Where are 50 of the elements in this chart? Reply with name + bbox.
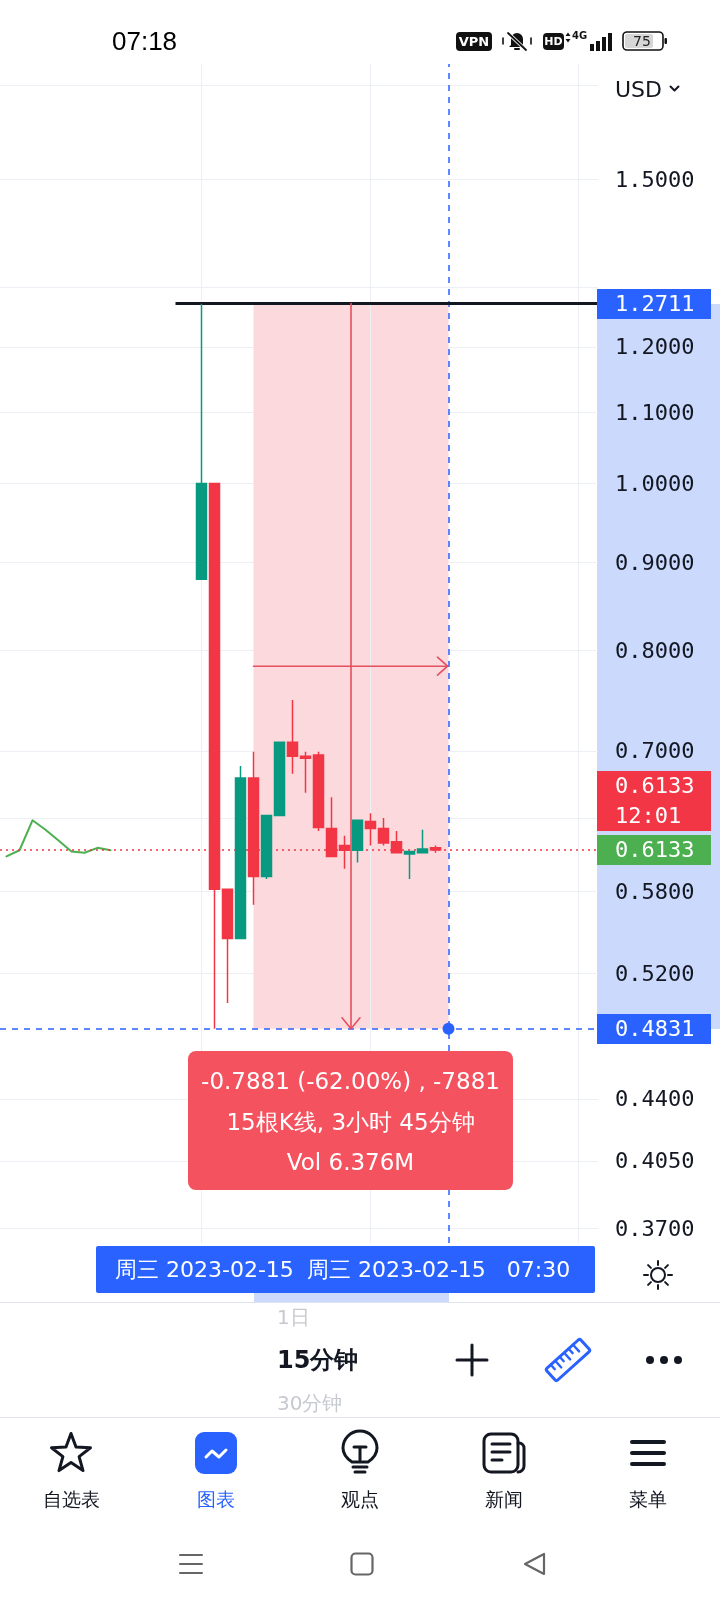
y-tick-label: 0.7000	[615, 738, 695, 764]
candlestick	[416, 829, 429, 854]
candlestick	[286, 699, 299, 775]
candlestick	[364, 812, 377, 847]
annotation: -0.7881 (-62.00%) , -7881	[201, 1067, 500, 1096]
text: 30分钟	[277, 1390, 343, 1416]
y-tick-label: 1.5000	[615, 167, 695, 193]
candlestick	[234, 765, 247, 940]
ref-line-label: 1.2711	[615, 290, 695, 317]
y-tick-label: 0.4400	[615, 1086, 695, 1112]
text: 观点	[340, 1486, 379, 1511]
text: 周三 2023-02-15	[115, 1255, 294, 1284]
text: 4G	[572, 30, 588, 42]
line-series	[5, 819, 112, 858]
candlestick	[299, 751, 312, 794]
text: 15分钟	[277, 1345, 359, 1375]
text: 75	[633, 33, 651, 49]
y-tick-label: 0.5200	[615, 961, 695, 987]
annotation: 15根K线, 3小时 45分钟	[226, 1108, 475, 1137]
candlestick	[377, 817, 390, 847]
text: 周三 2023-02-15 07:30	[307, 1255, 571, 1284]
text: 菜单	[629, 1486, 667, 1511]
candlestick	[260, 814, 273, 880]
y-tick-label: 0.8000	[615, 638, 695, 664]
y-tick-label: 0.5800	[615, 879, 695, 905]
candlestick	[312, 751, 325, 832]
text: 自选表	[42, 1486, 100, 1511]
text: 12:01	[615, 802, 682, 829]
text: 0.6133	[615, 836, 695, 863]
candlestick	[273, 741, 286, 817]
text: 1日	[277, 1304, 310, 1330]
candlestick	[403, 850, 416, 880]
candlestick	[208, 482, 221, 1030]
ref-line-label: 0.6133	[615, 772, 695, 799]
text: 图表	[197, 1486, 235, 1511]
ref-line-label: 0.4831	[615, 1015, 695, 1042]
candlestick	[221, 888, 234, 1004]
y-tick-label: 0.3700	[615, 1216, 695, 1242]
annotation: Vol 6.376M	[286, 1147, 415, 1177]
text: USD	[615, 75, 663, 104]
text: 07:18	[112, 24, 178, 58]
candlestick	[195, 302, 208, 581]
y-tick-label: 1.2000	[615, 334, 695, 360]
candlestick	[351, 819, 364, 864]
y-tick-label: 0.9000	[615, 549, 695, 575]
y-tick-label: 1.1000	[615, 399, 695, 425]
candlestick	[429, 844, 442, 854]
y-tick-label: 1.0000	[615, 470, 695, 496]
text: 新闻	[484, 1486, 523, 1511]
y-tick-label: 0.4050	[615, 1148, 695, 1174]
